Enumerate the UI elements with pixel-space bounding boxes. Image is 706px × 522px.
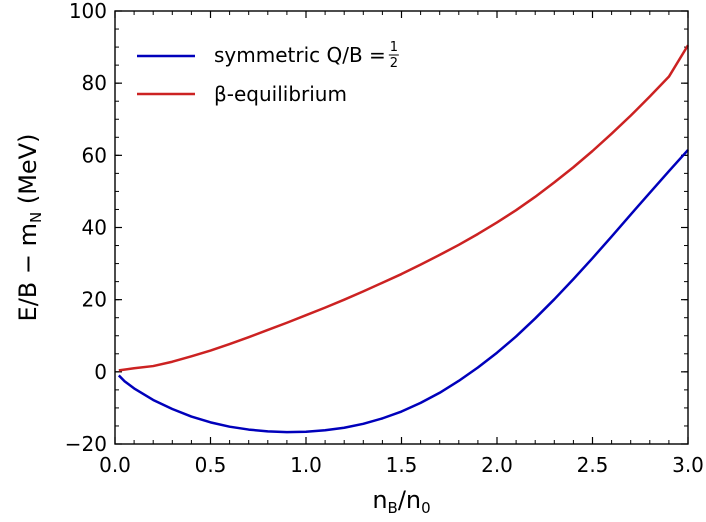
y-tick-label: 80 xyxy=(82,71,107,95)
legend-label-symmetric: symmetric Q/B = xyxy=(214,43,386,67)
legend: symmetric Q/B = 1 2 β-equilibrium xyxy=(137,40,399,106)
y-tick-label: 20 xyxy=(82,288,107,312)
series-line-symmetric xyxy=(117,149,689,434)
series-lines xyxy=(117,44,690,434)
x-tick-label: 2.5 xyxy=(577,453,609,477)
y-tick-label: 0 xyxy=(94,360,107,384)
x-ticks: 0.0 0.5 1.0 1.5 2.0 2.5 3.0 xyxy=(99,11,704,477)
y-tick-label: 100 xyxy=(69,0,107,23)
legend-fraction-denominator: 2 xyxy=(390,56,398,71)
x-tick-label: 3.0 xyxy=(672,453,704,477)
x-tick-label: 0.5 xyxy=(195,453,227,477)
x-tick-label: 1.5 xyxy=(386,453,418,477)
series-line-beta-equilibrium xyxy=(118,44,690,372)
y-tick-label: 60 xyxy=(82,143,107,167)
legend-label-beta: β-equilibrium xyxy=(214,82,347,106)
x-tick-label: 2.0 xyxy=(481,453,513,477)
y-axis-label: E/B − mN (MeV) xyxy=(14,134,45,322)
legend-fraction-numerator: 1 xyxy=(390,40,398,55)
legend-fraction: 1 2 xyxy=(388,40,399,71)
y-tick-label: 40 xyxy=(82,216,107,240)
x-tick-label: 1.0 xyxy=(290,453,322,477)
x-axis-label: nB/n0 xyxy=(372,486,430,517)
x-tick-label: 0.0 xyxy=(99,453,131,477)
y-tick-label: −20 xyxy=(65,432,107,456)
y-ticks: −20 0 20 40 60 80 100 xyxy=(65,0,688,456)
plot-frame xyxy=(114,10,689,445)
